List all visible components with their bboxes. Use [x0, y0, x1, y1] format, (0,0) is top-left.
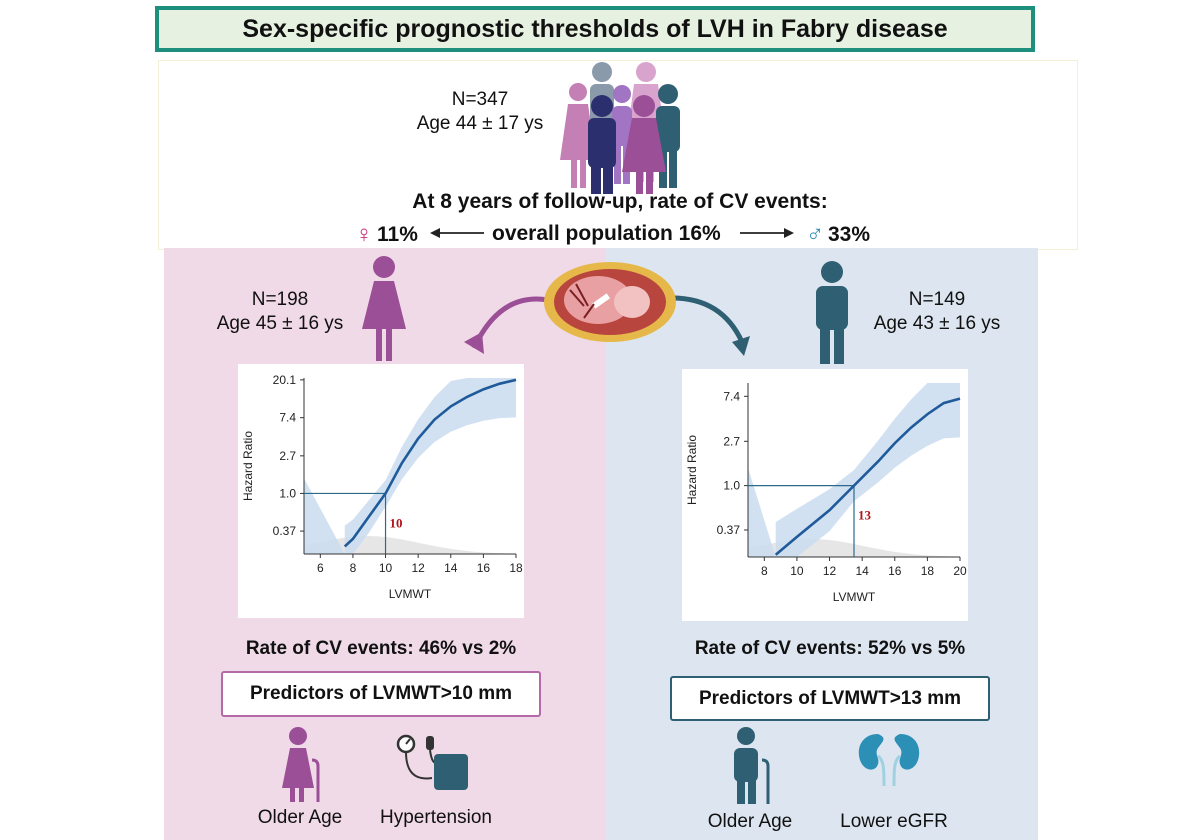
female-rate-text: Rate of CV events: 46% vs 2% — [245, 638, 517, 659]
y-tick-label: 7.4 — [279, 411, 296, 425]
kidneys-icon — [858, 734, 920, 786]
confidence-band — [304, 378, 516, 554]
x-tick-label: 8 — [350, 561, 357, 575]
y-tick-label: 1.0 — [279, 486, 296, 500]
threshold-label: 10 — [390, 515, 403, 530]
male-person-icon — [816, 261, 848, 364]
x-tick-label: 18 — [509, 561, 523, 575]
y-tick-label: 2.7 — [279, 449, 296, 463]
male-predictor-2: Lower eGFR — [840, 811, 948, 832]
male-symbol-icon: ♂ — [806, 221, 824, 248]
overall-population-rate: overall population 16% — [492, 222, 721, 245]
hazard-curve — [343, 378, 517, 548]
female-arrow-icon — [464, 332, 484, 354]
older-woman-icon — [282, 727, 320, 802]
x-tick-label: 8 — [761, 564, 768, 578]
male-predictor-1: Older Age — [707, 811, 793, 832]
right-arrow-icon — [740, 228, 794, 238]
x-tick-label: 20 — [953, 564, 967, 578]
y-axis-label: Hazard Ratio — [241, 431, 255, 501]
female-stats: N=198 Age 45 ± 16 ys — [205, 288, 355, 336]
female-plot-canvas: 10 6 8 10 12 14 16 18 20.1 7.4 2.7 1.0 0.37 LVMWT Haza… — [241, 373, 523, 601]
female-person-icon — [362, 256, 406, 361]
left-arrow-icon — [430, 228, 484, 238]
y-tick-label: 7.4 — [723, 389, 740, 403]
y-axis-label: Hazard Ratio — [685, 435, 699, 505]
male-overall-rate: 33% — [828, 223, 871, 246]
male-plot-canvas: 13 8 10 12 14 16 18 20 7.4 2.7 1.0 0.37 LVMWT Hazard … — [685, 383, 967, 604]
page-title: Sex-specific prognostic thresholds of LV… — [242, 14, 948, 43]
male-predictor-box: Predictors of LVMWT>13 mm — [670, 676, 990, 721]
x-tick-label: 6 — [317, 561, 324, 575]
x-tick-label: 18 — [921, 564, 935, 578]
population-group-icon — [560, 62, 680, 194]
heart-section-illustration — [464, 262, 750, 356]
male-age: Age 43 ± 16 ys — [873, 313, 1001, 334]
confidence-band — [748, 383, 960, 557]
y-tick-label: 2.7 — [723, 434, 740, 448]
female-predictor-1: Older Age — [257, 807, 343, 828]
y-tick-label: 0.37 — [717, 523, 741, 537]
female-rate-group: ♀ 11% — [355, 220, 418, 250]
hazard-curve — [774, 397, 961, 556]
x-tick-label: 14 — [855, 564, 869, 578]
female-hazard-plot: 10 6 8 10 12 14 16 18 20.1 7.4 2.7 1.0 0.37 LVMWT Haza… — [238, 364, 524, 618]
x-tick-label: 10 — [379, 561, 393, 575]
female-predictor-2: Hypertension — [380, 807, 492, 828]
overall-stats: N=347 Age 44 ± 17 ys — [405, 88, 555, 136]
blood-pressure-icon — [396, 734, 468, 790]
male-stats: N=149 Age 43 ± 16 ys — [862, 288, 1012, 336]
title-banner: Sex-specific prognostic thresholds of LV… — [155, 6, 1035, 52]
male-n: N=149 — [908, 289, 966, 310]
male-predictor-label: Predictors of LVMWT>13 mm — [698, 687, 961, 709]
x-axis-label: LVMWT — [833, 590, 876, 604]
x-tick-label: 10 — [790, 564, 804, 578]
male-arrow-icon — [732, 336, 750, 356]
male-hazard-plot: 13 8 10 12 14 16 18 20 7.4 2.7 1.0 0.37 LVMWT Hazard … — [682, 369, 968, 621]
x-tick-label: 16 — [477, 561, 491, 575]
male-rate-text: Rate of CV events: 52% vs 5% — [694, 638, 966, 659]
x-tick-label: 14 — [444, 561, 458, 575]
followup-text: At 8 years of follow-up, rate of CV even… — [412, 190, 828, 213]
y-tick-label: 0.37 — [273, 524, 297, 538]
male-rate-group: ♂ 33% — [806, 220, 870, 250]
overall-age: Age 44 ± 17 ys — [416, 113, 544, 134]
x-tick-label: 12 — [411, 561, 425, 575]
y-tick-label: 20.1 — [273, 373, 297, 387]
x-axis-label: LVMWT — [389, 587, 432, 601]
female-overall-rate: 11% — [377, 223, 418, 246]
x-tick-label: 12 — [823, 564, 837, 578]
female-age: Age 45 ± 16 ys — [216, 313, 344, 334]
female-predictor-label: Predictors of LVMWT>10 mm — [249, 683, 512, 704]
female-predictor-box: Predictors of LVMWT>10 mm — [221, 671, 541, 717]
x-tick-label: 16 — [888, 564, 902, 578]
female-symbol-icon: ♀ — [355, 221, 373, 248]
threshold-label: 13 — [858, 508, 872, 523]
y-tick-label: 1.0 — [723, 479, 740, 493]
older-man-icon — [734, 727, 770, 804]
female-n: N=198 — [251, 289, 309, 310]
overall-n: N=347 — [451, 89, 509, 110]
